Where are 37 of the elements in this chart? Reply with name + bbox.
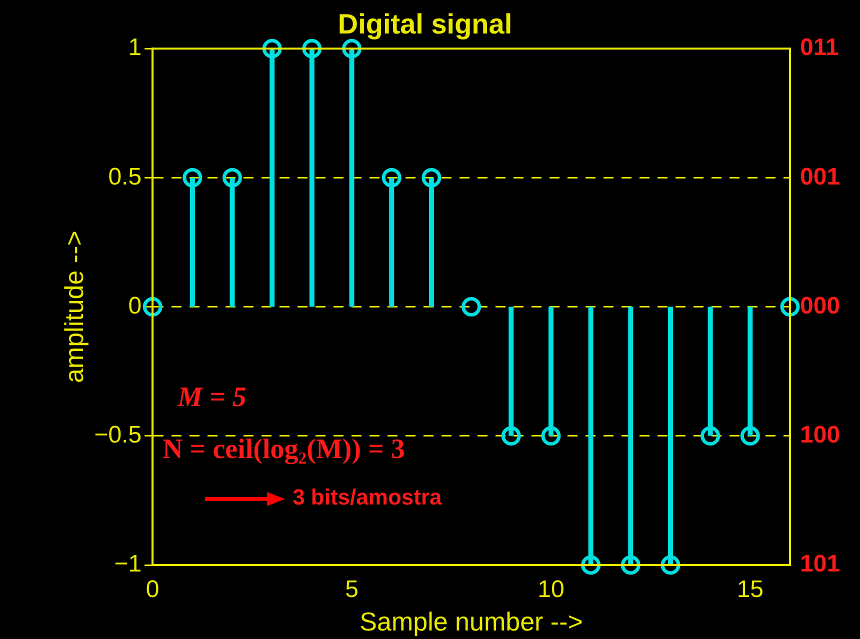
- point: [422, 168, 442, 188]
- point: [501, 426, 521, 446]
- text: 100: [800, 422, 840, 449]
- y-tick-label: 0: [128, 292, 142, 320]
- x-tick-label: 0: [146, 576, 160, 604]
- point: [740, 426, 760, 446]
- point: [581, 555, 601, 575]
- annotation: 3 bits/amostra: [292, 484, 443, 510]
- chart-title: Digital signal: [338, 8, 512, 40]
- annotation: N = ceil(log₂(M)) = 3: [162, 434, 406, 465]
- x-axis-title: Sample number -->: [360, 606, 583, 637]
- point: [222, 168, 242, 188]
- y-tick-label: −0.5: [94, 422, 142, 449]
- point: [462, 297, 482, 317]
- point: [382, 168, 402, 188]
- y-tick-label: −1: [114, 550, 142, 578]
- point: [302, 38, 322, 58]
- point: [142, 297, 162, 317]
- point: [182, 168, 202, 188]
- point: [342, 38, 362, 58]
- x-tick-label: 15: [736, 576, 764, 604]
- point: [780, 297, 800, 317]
- text: 001: [800, 163, 840, 190]
- point: [700, 426, 720, 446]
- y-axis-title: amplitude -->: [58, 230, 89, 384]
- text: 011: [800, 34, 839, 62]
- text: 000: [800, 292, 840, 320]
- x-tick-label: 10: [538, 576, 564, 604]
- point: [262, 38, 282, 58]
- point: [660, 555, 680, 575]
- text: 101: [800, 550, 840, 578]
- point: [620, 555, 640, 575]
- y-tick-label: 0.5: [108, 163, 142, 190]
- x-tick-label: 5: [345, 576, 358, 604]
- point: [541, 426, 561, 446]
- y-tick-label: 1: [128, 34, 142, 62]
- annotation: M = 5: [176, 382, 246, 413]
